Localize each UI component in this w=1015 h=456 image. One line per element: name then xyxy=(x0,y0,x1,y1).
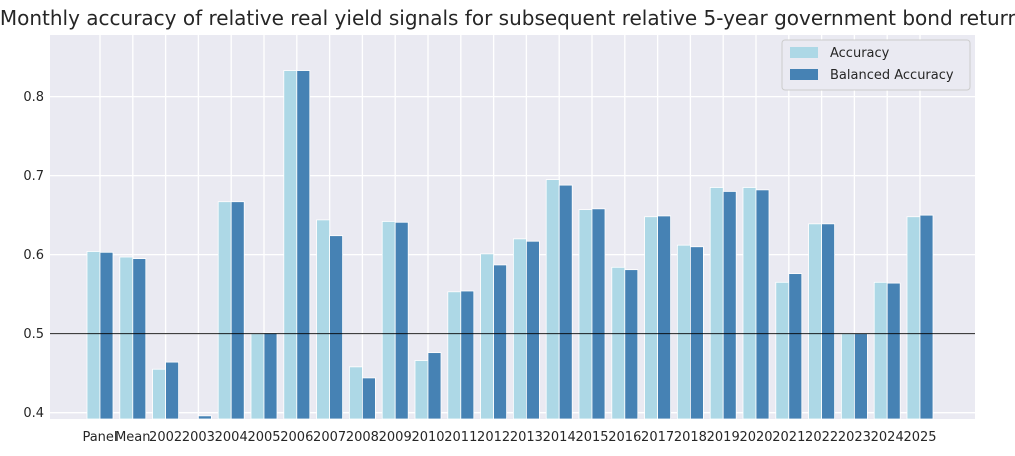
x-tick-label-2007: 2007 xyxy=(313,430,346,445)
bar-balanced-accuracy-2008 xyxy=(361,377,376,420)
x-tick-label-2013: 2013 xyxy=(510,430,543,445)
bar-balanced-accuracy-mean xyxy=(132,258,147,420)
legend: Accuracy Balanced Accuracy xyxy=(781,39,971,91)
bar-accuracy-2016 xyxy=(611,266,626,420)
bar-balanced-accuracy-2023 xyxy=(854,333,868,420)
y-tick-label-2: 0.6 xyxy=(23,248,44,263)
x-tick-label-2006: 2006 xyxy=(280,430,313,445)
x-tick-label-2024: 2024 xyxy=(871,430,904,445)
bar-balanced-accuracy-2019 xyxy=(722,191,737,420)
y-tick-label-4: 0.8 xyxy=(23,90,44,105)
bar-accuracy-2018 xyxy=(677,244,691,420)
bar-balanced-accuracy-2016 xyxy=(624,269,639,420)
x-tick-label-2022: 2022 xyxy=(805,430,838,445)
bar-balanced-accuracy-2007 xyxy=(329,235,344,420)
x-tick-label-2002: 2002 xyxy=(149,430,182,445)
bar-accuracy-2005 xyxy=(250,333,265,420)
bar-accuracy-2008 xyxy=(348,366,363,420)
x-tick-label-2017: 2017 xyxy=(641,430,674,445)
bar-accuracy-2017 xyxy=(644,216,658,420)
bar-balanced-accuracy-2006 xyxy=(296,70,311,420)
x-tick-label-2025: 2025 xyxy=(903,430,936,445)
bar-accuracy-mean xyxy=(119,256,134,420)
y-tick-label-0: 0.4 xyxy=(23,406,44,421)
x-tick-label-2004: 2004 xyxy=(215,430,248,445)
bar-accuracy-2012 xyxy=(480,253,495,420)
x-tick-label-2012: 2012 xyxy=(477,430,510,445)
x-tick-label-panel: Panel xyxy=(82,430,117,445)
bar-balanced-accuracy-2020 xyxy=(755,189,770,420)
legend-label-accuracy: Accuracy xyxy=(830,46,890,61)
bar-accuracy-2020 xyxy=(742,187,757,420)
bar-accuracy-2011 xyxy=(447,291,462,420)
bar-balanced-accuracy-2004 xyxy=(230,201,245,420)
bar-accuracy-panel xyxy=(86,251,101,420)
bar-balanced-accuracy-2009 xyxy=(394,221,409,420)
x-tick-label-2020: 2020 xyxy=(739,430,772,445)
bar-accuracy-2021 xyxy=(775,281,790,420)
bar-accuracy-2004 xyxy=(217,201,232,420)
bar-balanced-accuracy-2012 xyxy=(493,264,508,420)
legend-swatch-accuracy xyxy=(790,47,818,58)
bar-balanced-accuracy-panel xyxy=(99,251,114,420)
y-tick-label-1: 0.5 xyxy=(23,327,44,342)
bar-balanced-accuracy-2015 xyxy=(591,208,606,420)
bar-balanced-accuracy-2010 xyxy=(427,352,442,420)
bar-accuracy-2007 xyxy=(316,219,331,420)
bar-accuracy-2015 xyxy=(578,209,593,420)
legend-label-balanced-accuracy: Balanced Accuracy xyxy=(830,68,954,83)
bar-accuracy-2019 xyxy=(709,187,724,420)
bar-balanced-accuracy-2025 xyxy=(919,214,934,420)
bars xyxy=(86,70,934,420)
bar-accuracy-2023 xyxy=(841,333,855,420)
bar-balanced-accuracy-2017 xyxy=(657,215,671,420)
bar-balanced-accuracy-2018 xyxy=(690,246,704,420)
bar-balanced-accuracy-2005 xyxy=(263,332,278,420)
bar-balanced-accuracy-2003 xyxy=(197,415,212,420)
x-tick-label-2008: 2008 xyxy=(346,430,379,445)
bar-balanced-accuracy-2002 xyxy=(165,361,180,420)
x-tick-label-2015: 2015 xyxy=(575,430,608,445)
y-tick-label-3: 0.7 xyxy=(23,169,44,184)
x-tick-label-2003: 2003 xyxy=(182,430,215,445)
bar-balanced-accuracy-2024 xyxy=(886,282,901,420)
bar-accuracy-2013 xyxy=(513,238,527,420)
bar-balanced-accuracy-2014 xyxy=(558,184,573,420)
x-tick-label-2023: 2023 xyxy=(838,430,871,445)
bar-balanced-accuracy-2021 xyxy=(788,273,803,420)
bar-balanced-accuracy-2011 xyxy=(460,290,475,420)
x-tick-label-2019: 2019 xyxy=(707,430,740,445)
x-tick-label-mean: Mean xyxy=(115,430,150,445)
legend-swatch-balanced-accuracy xyxy=(790,69,818,80)
bar-accuracy-2009 xyxy=(381,221,396,420)
x-tick-label-2018: 2018 xyxy=(674,430,707,445)
chart-title: Monthly accuracy of relative real yield … xyxy=(0,6,1015,30)
plot-area xyxy=(50,35,975,419)
bar-accuracy-2025 xyxy=(906,216,921,420)
bar-accuracy-2024 xyxy=(873,281,888,420)
legend-box xyxy=(781,39,971,91)
x-tick-label-2014: 2014 xyxy=(543,430,576,445)
y-axis: 0.4 0.5 0.6 0.7 0.8 xyxy=(23,90,44,421)
x-tick-label-2021: 2021 xyxy=(772,430,805,445)
x-tick-label-2011: 2011 xyxy=(444,430,477,445)
bar-balanced-accuracy-2022 xyxy=(821,223,835,420)
bar-balanced-accuracy-2013 xyxy=(526,240,540,420)
bar-accuracy-2010 xyxy=(414,360,429,420)
x-tick-label-2016: 2016 xyxy=(608,430,641,445)
bar-accuracy-2002 xyxy=(152,368,167,420)
bar-accuracy-2006 xyxy=(283,70,298,420)
x-tick-label-2010: 2010 xyxy=(411,430,444,445)
bar-accuracy-2014 xyxy=(545,179,560,420)
x-tick-label-2009: 2009 xyxy=(379,430,412,445)
bar-accuracy-2022 xyxy=(808,223,822,420)
x-tick-label-2005: 2005 xyxy=(247,430,280,445)
